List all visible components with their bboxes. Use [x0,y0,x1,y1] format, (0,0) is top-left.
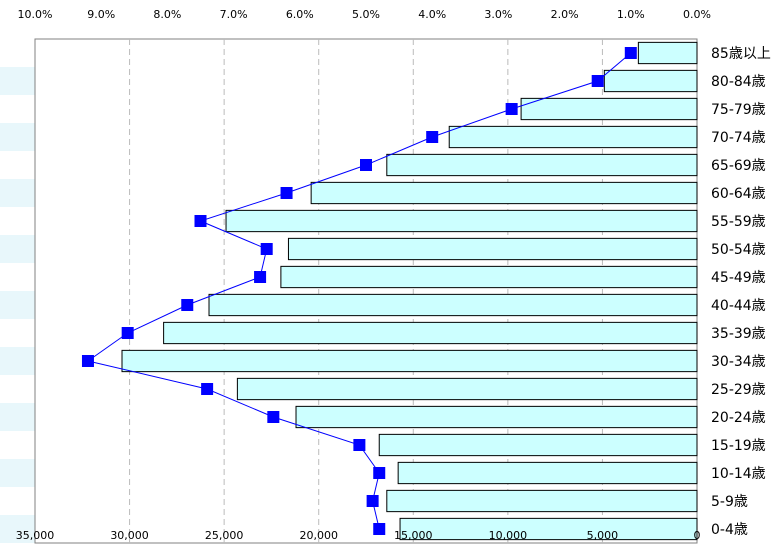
marker-25-29歳 [201,383,214,395]
category-label: 5-9歳 [711,494,748,510]
bar-70-74歳 [448,125,698,149]
bar-30-34歳 [121,349,698,373]
line-series [81,47,637,535]
category-label: 30-34歳 [711,354,766,370]
bottom-tick-label: 10,000 [489,529,528,542]
bottom-tick-label: 25,000 [205,529,244,542]
top-tick-label: 5.0% [352,8,380,21]
category-label: 75-79歳 [711,102,766,118]
top-tick-label: 10.0% [18,8,53,21]
category-label: 65-69歳 [711,158,766,174]
bottom-tick-label: 35,000 [16,529,55,542]
marker-40-44歳 [181,299,194,311]
bar-65-69歳 [386,153,698,177]
bar-series [121,41,698,541]
bar-5-9歳 [386,489,698,513]
category-label: 50-54歳 [711,242,766,258]
bar-0-4歳 [399,517,698,541]
bottom-tick-label: 20,000 [299,529,338,542]
category-label: 40-44歳 [711,298,766,314]
bar-35-39歳 [163,321,698,345]
marker-50-54歳 [260,243,273,255]
bar-60-64歳 [310,181,698,205]
marker-0-4歳 [373,523,386,535]
marker-5-9歳 [366,495,379,507]
category-label: 20-24歳 [711,410,766,426]
top-tick-label: 8.0% [153,8,181,21]
bar-45-49歳 [280,265,698,289]
marker-75-79歳 [505,103,518,115]
bar-55-59歳 [225,209,698,233]
category-label: 10-14歳 [711,466,766,482]
bar-25-29歳 [236,377,698,401]
bar-20-24歳 [295,405,698,429]
marker-45-49歳 [254,271,267,283]
category-label: 45-49歳 [711,270,766,286]
marker-80-84歳 [591,75,604,87]
category-label: 25-29歳 [711,382,766,398]
marker-55-59歳 [194,215,207,227]
marker-65-69歳 [360,159,372,171]
bar-40-44歳 [208,293,698,317]
marker-10-14歳 [373,467,386,479]
bottom-tick-label: 15,000 [394,529,433,542]
top-tick-label: 2.0% [551,8,579,21]
marker-30-34歳 [81,355,94,367]
category-label: 0-4歳 [711,522,748,538]
bar-85歳以上 [637,41,698,65]
plot-area [34,38,698,544]
bottom-axis: 35,000 30,000 25,000 20,000 15,000 10,000 5,00… [16,529,701,542]
top-tick-label: 6.0% [286,8,314,21]
bar-10-14歳 [397,461,698,485]
bar-75-79歳 [520,97,698,121]
marker-85歳以上 [624,47,637,59]
top-tick-label: 7.0% [220,8,248,21]
marker-70-74歳 [426,131,439,143]
category-label: 70-74歳 [711,130,766,146]
category-label: 60-64歳 [711,186,766,202]
bar-50-54歳 [287,237,698,261]
category-label: 15-19歳 [711,438,766,454]
top-tick-label: 3.0% [484,8,512,21]
marker-60-64歳 [280,187,293,199]
top-tick-label: 9.0% [87,8,115,21]
bottom-tick-label: 0 [694,529,701,542]
category-label: 85歳以上 [711,46,771,62]
top-axis: 10.0% 9.0% 8.0% 7.0% 6.0% 5.0% 4.0% 3.0% 2.0% 1.0… [18,8,711,21]
marker-15-19歳 [353,439,366,451]
bar-80-84歳 [603,69,698,93]
category-axis: 85歳以上 80-84歳 75-79歳 70-74歳 65-69歳 60-64歳 55-59… [711,46,771,538]
category-label: 80-84歳 [711,74,766,90]
bottom-tick-label: 30,000 [110,529,149,542]
bar-15-19歳 [378,433,698,457]
top-tick-label: 1.0% [617,8,645,21]
category-label: 55-59歳 [711,214,766,230]
top-tick-label: 4.0% [418,8,446,21]
bottom-tick-label: 5,000 [587,529,619,542]
category-label: 35-39歳 [711,326,766,342]
top-tick-label: 0.0% [683,8,711,21]
marker-35-39歳 [121,327,134,339]
marker-20-24歳 [267,411,280,423]
